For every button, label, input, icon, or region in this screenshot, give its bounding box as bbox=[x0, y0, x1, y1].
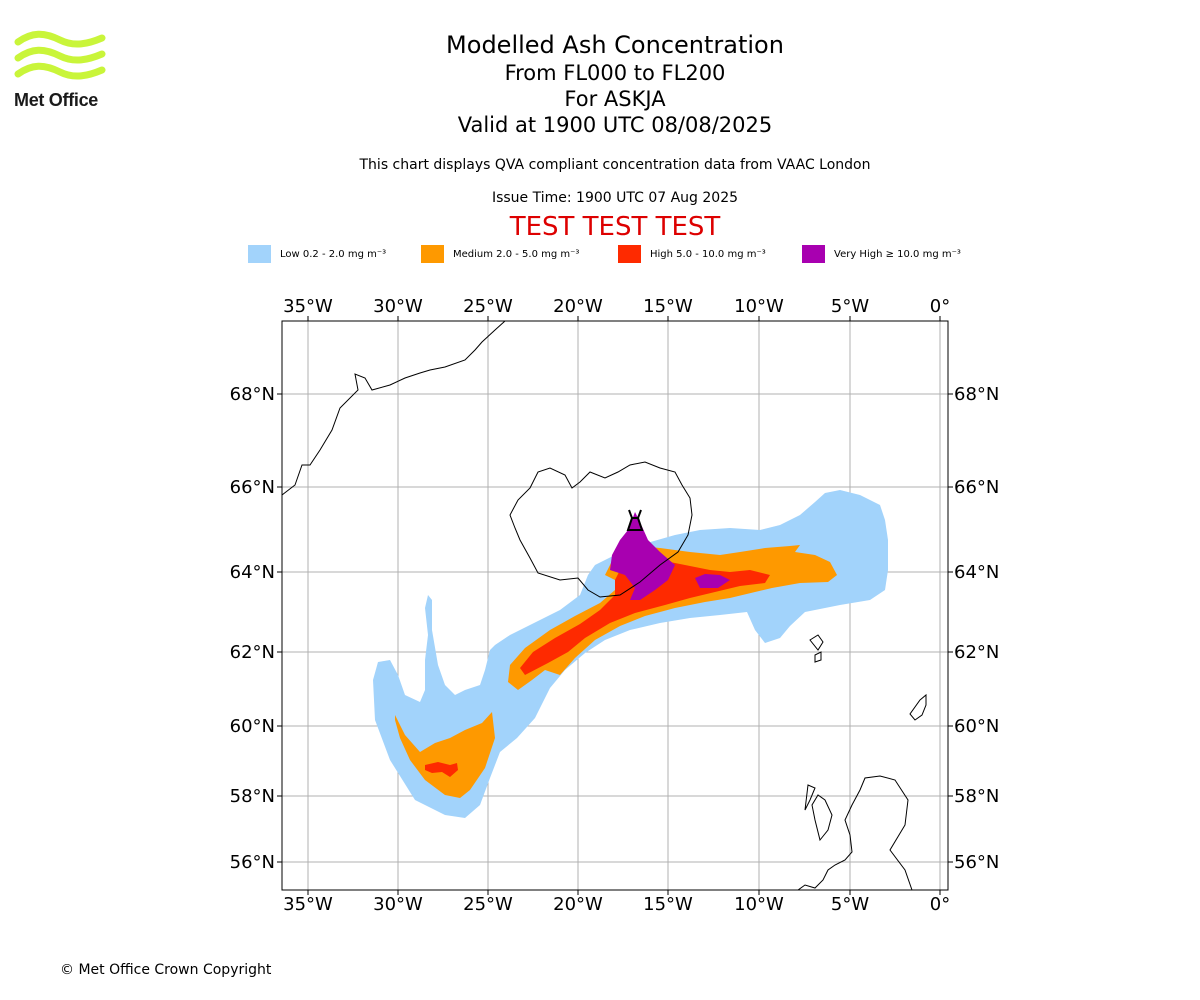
lon-labels-top: 35°W 30°W 25°W 20°W 15°W 10°W 5°W 0° bbox=[283, 296, 950, 317]
lat-label-right: 56°N bbox=[954, 852, 999, 873]
lat-labels-left: 68°N 66°N 64°N 62°N 60°N 58°N 56°N bbox=[230, 384, 275, 873]
legend-swatch-low bbox=[248, 245, 271, 263]
greenland-coast bbox=[282, 321, 506, 496]
lat-label-left: 68°N bbox=[230, 384, 275, 405]
lon-label-top: 35°W bbox=[283, 296, 333, 317]
ash-map: 35°W 30°W 25°W 20°W 15°W 10°W 5°W 0° 35°… bbox=[230, 296, 1000, 915]
lon-label-bottom: 20°W bbox=[553, 894, 603, 915]
lon-label-top: 25°W bbox=[463, 296, 513, 317]
volcano-name: For ASKJA bbox=[564, 87, 666, 111]
legend-swatch-medium bbox=[421, 245, 444, 263]
legend-label-high: High 5.0 - 10.0 mg m⁻³ bbox=[650, 248, 766, 260]
lon-label-top: 20°W bbox=[553, 296, 603, 317]
legend-label-low: Low 0.2 - 2.0 mg m⁻³ bbox=[280, 248, 387, 260]
lon-label-bottom: 25°W bbox=[463, 894, 513, 915]
legend-item-very-high: Very High ≥ 10.0 mg m⁻³ bbox=[802, 244, 961, 264]
lon-label-top: 0° bbox=[930, 296, 950, 317]
map-content bbox=[282, 321, 948, 890]
lon-label-bottom: 15°W bbox=[643, 894, 693, 915]
lat-label-left: 64°N bbox=[230, 562, 275, 583]
lon-label-top: 10°W bbox=[734, 296, 784, 317]
legend-swatch-very-high bbox=[802, 245, 825, 263]
coastlines bbox=[282, 321, 927, 890]
ash-very-high-area bbox=[610, 512, 730, 600]
lon-label-bottom: 35°W bbox=[283, 894, 333, 915]
lat-label-right: 64°N bbox=[954, 562, 999, 583]
tick-marks bbox=[277, 316, 953, 895]
lon-labels-bottom: 35°W 30°W 25°W 20°W 15°W 10°W 5°W 0° bbox=[283, 894, 950, 915]
lon-label-top: 30°W bbox=[373, 296, 423, 317]
issue-time: Issue Time: 1900 UTC 07 Aug 2025 bbox=[491, 190, 739, 206]
map-frame bbox=[281, 320, 949, 891]
title-block: Modelled Ash Concentration From FL000 to… bbox=[315, 30, 915, 138]
lon-label-top: 5°W bbox=[831, 296, 869, 317]
lat-label-right: 68°N bbox=[954, 384, 999, 405]
lat-label-right: 62°N bbox=[954, 642, 999, 663]
shetland-islands bbox=[909, 693, 927, 721]
lat-label-right: 66°N bbox=[954, 477, 999, 498]
logo-text: Met Office bbox=[14, 90, 99, 110]
volcano-marker-icon bbox=[626, 509, 644, 531]
flight-levels: From FL000 to FL200 bbox=[504, 61, 726, 85]
lat-label-left: 60°N bbox=[230, 716, 275, 737]
chart-title: Modelled Ash Concentration bbox=[446, 31, 784, 59]
lon-label-bottom: 0° bbox=[930, 894, 950, 915]
lat-label-right: 60°N bbox=[954, 716, 999, 737]
lat-label-left: 56°N bbox=[230, 852, 275, 873]
iceland-coast bbox=[509, 461, 693, 598]
lat-label-left: 62°N bbox=[230, 642, 275, 663]
test-banner: TEST TEST TEST bbox=[509, 212, 721, 242]
chart-description: This chart displays QVA compliant concen… bbox=[359, 157, 871, 173]
copyright-notice: © Met Office Crown Copyright bbox=[60, 962, 272, 978]
legend-label-very-high: Very High ≥ 10.0 mg m⁻³ bbox=[834, 248, 961, 260]
lon-label-bottom: 10°W bbox=[734, 894, 784, 915]
legend-item-high: High 5.0 - 10.0 mg m⁻³ bbox=[618, 244, 766, 264]
faroe-islands bbox=[809, 634, 824, 663]
lon-label-top: 15°W bbox=[643, 296, 693, 317]
legend-item-medium: Medium 2.0 - 5.0 mg m⁻³ bbox=[421, 244, 579, 264]
lat-label-left: 58°N bbox=[230, 786, 275, 807]
valid-time: Valid at 1900 UTC 08/08/2025 bbox=[457, 113, 773, 137]
lat-label-right: 58°N bbox=[954, 786, 999, 807]
legend-item-low: Low 0.2 - 2.0 mg m⁻³ bbox=[248, 244, 386, 264]
lon-label-bottom: 30°W bbox=[373, 894, 423, 915]
scotland-coast bbox=[797, 775, 913, 890]
lon-label-bottom: 5°W bbox=[831, 894, 869, 915]
met-office-logo-icon bbox=[14, 30, 106, 80]
lat-labels-right: 68°N 66°N 64°N 62°N 60°N 58°N 56°N bbox=[954, 384, 999, 873]
legend-swatch-high bbox=[618, 245, 641, 263]
legend-label-medium: Medium 2.0 - 5.0 mg m⁻³ bbox=[453, 248, 580, 260]
lat-label-left: 66°N bbox=[230, 477, 275, 498]
